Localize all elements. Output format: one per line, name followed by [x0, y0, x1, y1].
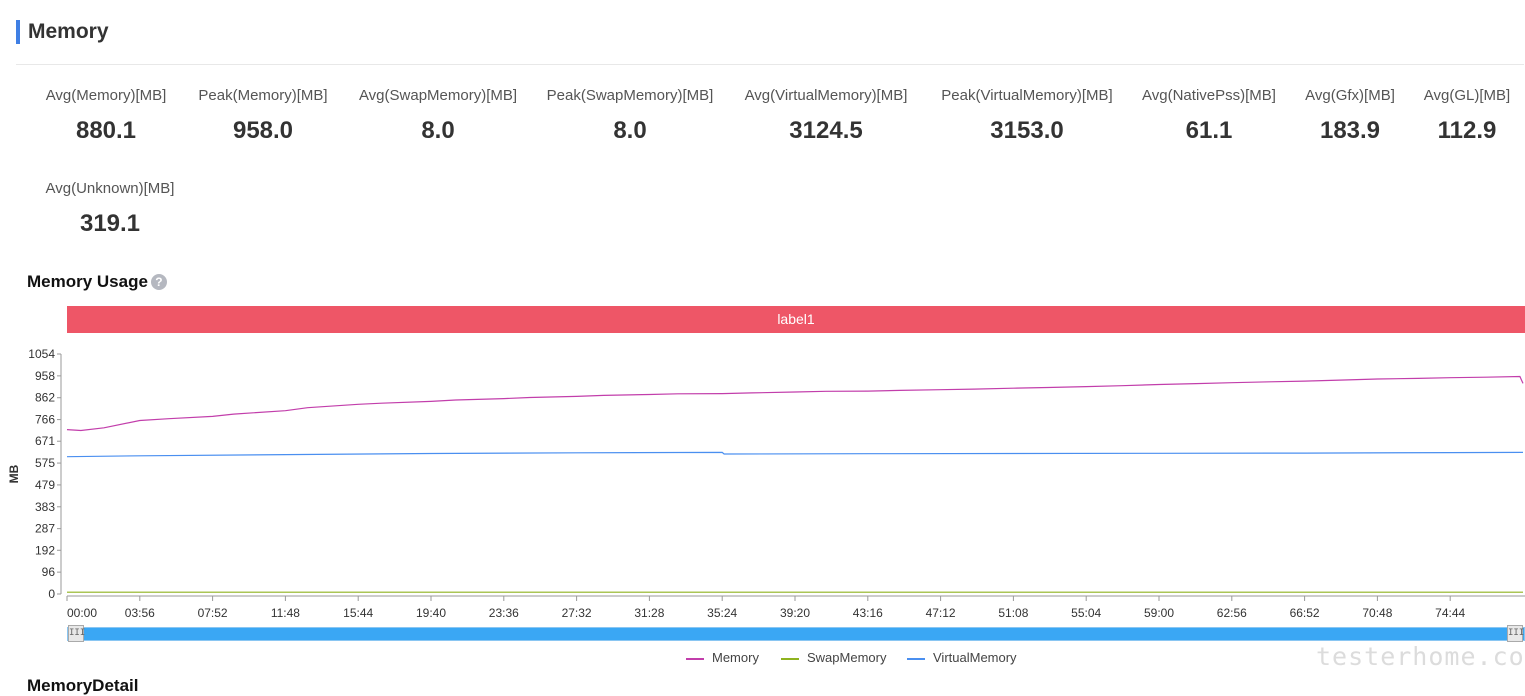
stat-value: 3124.5	[789, 117, 863, 144]
memory-detail-title: MemoryDetail	[27, 676, 139, 695]
stat-avg-native-pss: Avg(NativePss)[MB] 61.1	[1138, 87, 1280, 145]
y-tick-label: 575	[35, 456, 55, 470]
x-tick-label: 39:20	[780, 606, 810, 620]
y-tick-label: 383	[35, 500, 55, 514]
stat-value: 61.1	[1185, 117, 1233, 144]
y-tick-label: 479	[35, 478, 55, 492]
y-tick-label: 1054	[28, 347, 55, 361]
stat-avg-unknown: Avg(Unknown)[MB] 319.1	[40, 180, 180, 238]
stat-peak-swap-memory: Peak(SwapMemory)[MB] 8.0	[541, 87, 719, 145]
x-tick-label: 43:16	[853, 606, 883, 620]
x-tick-label: 70:48	[1362, 606, 1392, 620]
x-tick-label: 74:44	[1435, 606, 1465, 620]
x-tick-label: 03:56	[125, 606, 155, 620]
stat-value: 319.1	[79, 210, 141, 237]
legend-swatch-swap-memory	[781, 657, 799, 660]
legend-label: Memory	[712, 650, 759, 665]
chart-label-band: label1	[67, 306, 1525, 333]
x-tick-label: 00:00	[67, 606, 97, 620]
x-tick-label: 27:32	[562, 606, 592, 620]
x-tick-label: 66:52	[1290, 606, 1320, 620]
legend-virtual-memory[interactable]: VirtualMemory	[907, 650, 1017, 665]
stat-value: 8.0	[421, 117, 455, 144]
series-layer	[66, 375, 1524, 593]
slider-handle-right[interactable]: III	[1507, 625, 1524, 642]
legend-label: VirtualMemory	[933, 650, 1017, 665]
slider-handle-left[interactable]: III	[68, 625, 85, 642]
stat-avg-swap-memory: Avg(SwapMemory)[MB] 8.0	[352, 87, 524, 145]
stat-label: Avg(SwapMemory)[MB]	[358, 87, 518, 104]
y-axis: 1054 958 862 766 671 575 479 383 287 192 96 0 MB	[7, 347, 62, 601]
x-tick-label: 35:24	[707, 606, 737, 620]
series-line-memory	[66, 375, 1524, 432]
stat-label: Peak(SwapMemory)[MB]	[546, 87, 714, 104]
legend-swatch-memory	[686, 657, 704, 660]
section-header: Memory	[16, 18, 1524, 65]
stat-value: 958.0	[232, 117, 294, 144]
stat-peak-virtual-memory: Peak(VirtualMemory)[MB] 3153.0	[934, 87, 1120, 145]
stat-label: Peak(VirtualMemory)[MB]	[941, 87, 1113, 104]
stat-avg-gl: Avg(GL)[MB] 112.9	[1418, 87, 1516, 145]
y-tick-label: 0	[48, 587, 55, 601]
legend-memory[interactable]: Memory	[686, 650, 759, 665]
x-tick-label: 07:52	[198, 606, 228, 620]
stat-label: Avg(GL)[MB]	[1423, 87, 1511, 104]
y-tick-label: 192	[35, 543, 55, 557]
y-tick-label: 766	[35, 413, 55, 427]
legend-swatch-virtual-memory	[907, 657, 925, 660]
section-title: Memory	[28, 20, 109, 43]
question-circle-icon[interactable]: ?	[150, 274, 167, 290]
stat-label: Avg(VirtualMemory)[MB]	[744, 87, 908, 104]
legend-swap-memory[interactable]: SwapMemory	[781, 650, 886, 665]
stat-value: 112.9	[1437, 117, 1497, 144]
stat-label: Avg(Gfx)[MB]	[1305, 87, 1395, 104]
stat-avg-virtual-memory: Avg(VirtualMemory)[MB] 3124.5	[736, 87, 916, 145]
y-tick-label: 96	[42, 565, 56, 579]
y-tick-label: 287	[35, 522, 55, 536]
section-accent-bar	[16, 20, 20, 44]
data-zoom-slider[interactable]	[67, 627, 1525, 641]
stat-label: Avg(Memory)[MB]	[45, 87, 167, 104]
legend-label: SwapMemory	[807, 650, 887, 665]
x-tick-label: 62:56	[1217, 606, 1247, 620]
memory-usage-chart: 1054 958 862 766 671 575 479 383 287 192 96 0 MB 00:…	[7, 347, 1525, 620]
watermark: testerhome.com	[1316, 642, 1525, 671]
x-tick-label: 51:08	[998, 606, 1028, 620]
x-axis: 00:00 03:56 07:52 11:48 15:44 19:40 23:36 27:32…	[66, 595, 1525, 620]
x-tick-label: 31:28	[634, 606, 664, 620]
stat-value: 880.1	[75, 117, 137, 144]
stat-value: 183.9	[1319, 117, 1381, 144]
stat-avg-memory: Avg(Memory)[MB] 880.1	[40, 87, 172, 145]
x-tick-label: 11:48	[271, 606, 300, 620]
y-tick-label: 862	[35, 391, 55, 405]
stat-value: 8.0	[613, 117, 647, 144]
stat-label: Avg(NativePss)[MB]	[1142, 87, 1276, 104]
x-tick-label: 55:04	[1071, 606, 1101, 620]
y-axis-title: MB	[7, 464, 21, 483]
stat-label: Avg(Unknown)[MB]	[45, 180, 175, 197]
x-tick-label: 19:40	[416, 606, 446, 620]
stat-avg-gfx: Avg(Gfx)[MB] 183.9	[1300, 87, 1400, 145]
stat-label: Peak(Memory)[MB]	[198, 87, 328, 104]
y-tick-label: 671	[35, 434, 55, 448]
x-tick-label: 15:44	[343, 606, 373, 620]
stat-peak-memory: Peak(Memory)[MB] 958.0	[194, 87, 332, 145]
memory-usage-title: Memory Usage?	[27, 272, 167, 292]
y-tick-label: 958	[35, 369, 55, 383]
stat-value: 3153.0	[990, 117, 1064, 144]
x-tick-label: 59:00	[1144, 606, 1174, 620]
series-line-virtualmemory	[66, 451, 1524, 458]
x-tick-label: 47:12	[926, 606, 956, 620]
x-tick-label: 23:36	[489, 606, 519, 620]
memory-usage-title-text: Memory Usage	[27, 272, 148, 291]
